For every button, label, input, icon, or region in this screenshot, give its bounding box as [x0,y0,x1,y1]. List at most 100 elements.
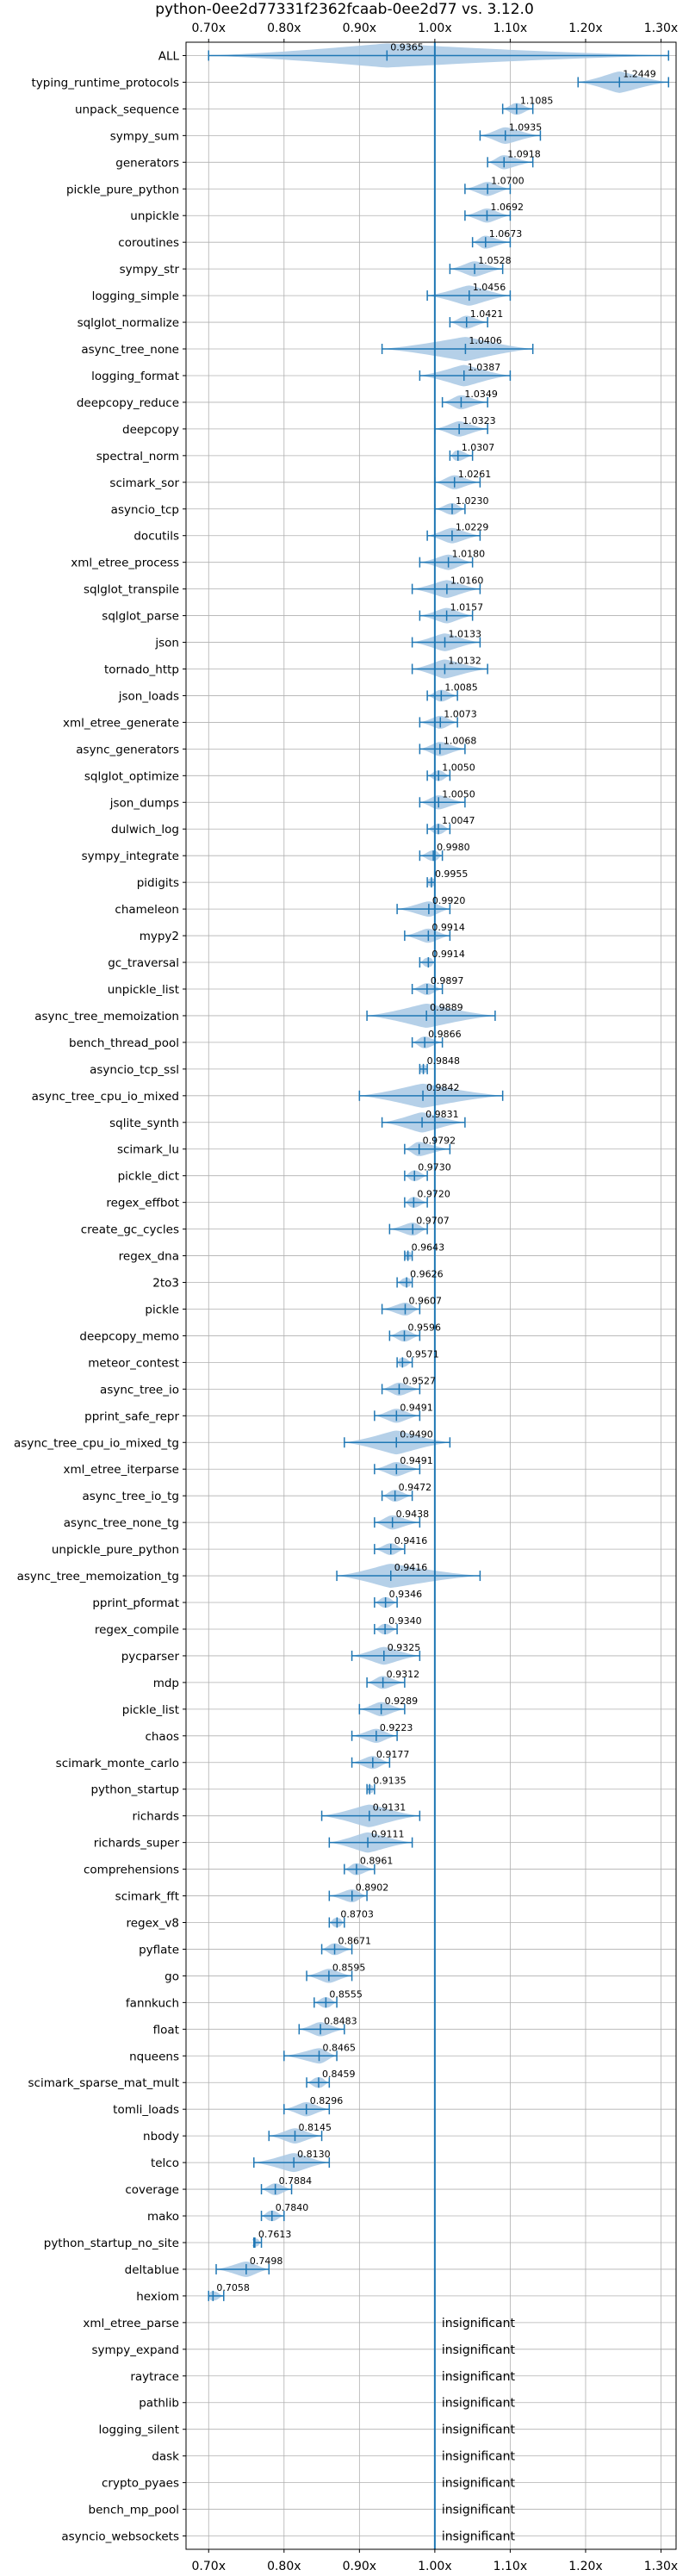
value-label: 0.9831 [425,1109,458,1120]
benchmark-label: deltablue [125,2263,179,2277]
insignificant-label: insignificant [442,2504,516,2517]
value-label: 0.9897 [431,975,464,986]
benchmark-label: float [153,2023,179,2037]
value-label: 0.9131 [373,1802,407,1814]
value-label: 0.9416 [394,1535,428,1546]
value-label: 0.9914 [431,922,465,933]
value-label: 0.8459 [322,2069,356,2080]
value-label: 0.9643 [412,1242,445,1254]
benchmark-label: deepcopy_memo [79,1329,179,1343]
x-tick-label-top: 1.00x [418,22,451,35]
benchmark-label: generators [115,156,179,170]
insignificant-label: insignificant [442,2343,516,2357]
benchmark-label: async_tree_io [100,1383,179,1397]
value-label: 0.9289 [385,1696,419,1707]
benchmark-label: async_tree_none [81,343,179,357]
benchmark-label: fannkuch [126,1996,179,2010]
value-label: 0.9491 [400,1455,433,1466]
benchmark-label: mypy2 [140,930,179,943]
value-label: 0.9135 [373,1776,407,1787]
value-label: 0.9607 [408,1295,442,1306]
benchmark-label: sqlglot_transpile [84,583,179,597]
insignificant-label: insignificant [442,2424,516,2437]
violins [208,43,669,2301]
value-label: 1.0261 [458,469,492,480]
benchmark-label: tornado_http [104,663,179,677]
value-label: 0.9730 [418,1162,451,1173]
value-label: 0.7884 [279,2175,313,2187]
benchmark-label: async_tree_none_tg [64,1516,179,1530]
benchmark-label: tomli_loads [113,2103,179,2117]
value-label: 1.0133 [449,629,482,640]
value-label: 1.0918 [507,148,541,159]
value-label: 0.9416 [394,1562,428,1573]
benchmark-label: async_tree_cpu_io_mixed_tg [14,1436,179,1450]
insignificant-label: insignificant [442,2317,516,2330]
value-label: 1.0421 [470,308,504,320]
benchmark-label: json_dumps [109,796,179,810]
benchmark-label: scimark_fft [115,1890,179,1904]
x-tick-label-top: 0.80x [267,22,301,35]
insignificant-label: insignificant [442,2450,516,2464]
benchmark-label: asyncio_tcp_ssl [90,1063,179,1077]
value-label: 0.8145 [298,2122,332,2133]
x-tick-label-bottom: 1.20x [568,2560,602,2573]
benchmark-label: sympy_integrate [82,849,179,863]
benchmark-label: create_gc_cycles [81,1223,179,1237]
value-label: 1.0068 [444,735,477,746]
x-tick-label-bottom: 1.10x [493,2560,527,2573]
x-tick-label-bottom: 1.00x [418,2560,451,2573]
value-label: 0.9866 [428,1029,461,1040]
value-label: 1.0700 [491,175,525,186]
benchmark-label: raytrace [130,2370,179,2384]
benchmark-label: pycparser [121,1650,180,1664]
benchmark-label: scimark_sparse_mat_mult [28,2076,179,2090]
benchmark-label: sympy_str [120,263,180,277]
value-label: 0.9223 [380,1722,413,1733]
x-tick-label-top: 1.10x [493,22,527,35]
benchmark-label: telco [151,2156,179,2170]
value-label: 0.8555 [329,1988,363,2000]
value-label: 0.9325 [388,1642,421,1653]
value-label: 1.0673 [489,228,523,240]
benchmark-label: pickle_dict [118,1170,179,1184]
benchmark-label: sqlite_synth [109,1117,179,1130]
value-label: 0.9980 [437,842,470,853]
value-label: 0.9490 [400,1428,433,1440]
benchmark-label: deepcopy [122,423,179,437]
benchmark-label: mdp [153,1677,179,1690]
benchmark-label: nqueens [129,2050,179,2063]
axes [183,39,677,2553]
benchmark-label: richards [133,1810,179,1824]
benchmark-label: dulwich_log [111,823,179,837]
value-label: 1.0047 [442,815,475,826]
value-label: 0.8961 [360,1856,394,1867]
value-label: 0.7498 [250,2256,283,2267]
benchmark-label: async_generators [76,743,179,756]
benchmark-label: gc_traversal [108,956,179,970]
value-label: 0.9438 [396,1509,430,1520]
value-label: 1.0229 [456,522,489,533]
x-tick-label-top: 0.90x [343,22,376,35]
value-label: 0.8130 [297,2149,331,2160]
value-label: 0.9596 [408,1322,441,1333]
value-label: 0.9111 [371,1829,405,1840]
value-label: 0.8296 [310,2095,344,2106]
value-label: 0.9491 [400,1402,433,1413]
value-label: 0.7613 [258,2229,292,2240]
benchmark-label: chaos [145,1730,179,1744]
benchmark-label: xml_etree_iterparse [64,1463,180,1477]
value-label: 0.9842 [426,1082,460,1093]
benchmark-label: xml_etree_generate [63,716,179,730]
value-label: 0.9527 [402,1375,436,1386]
benchmark-label: mako [147,2210,179,2224]
benchmark-label: regex_v8 [126,1917,179,1931]
x-tick-label-top: 1.20x [568,22,602,35]
value-label: 0.9177 [376,1749,410,1760]
benchmark-label: unpickle_list [108,983,179,997]
benchmark-label: scimark_monte_carlo [56,1757,179,1770]
benchmark-label: sqlglot_optimize [84,769,179,783]
benchmark-label: meteor_contest [88,1356,179,1370]
benchmark-label: regex_compile [95,1623,179,1637]
value-label: 0.8483 [324,2015,357,2026]
